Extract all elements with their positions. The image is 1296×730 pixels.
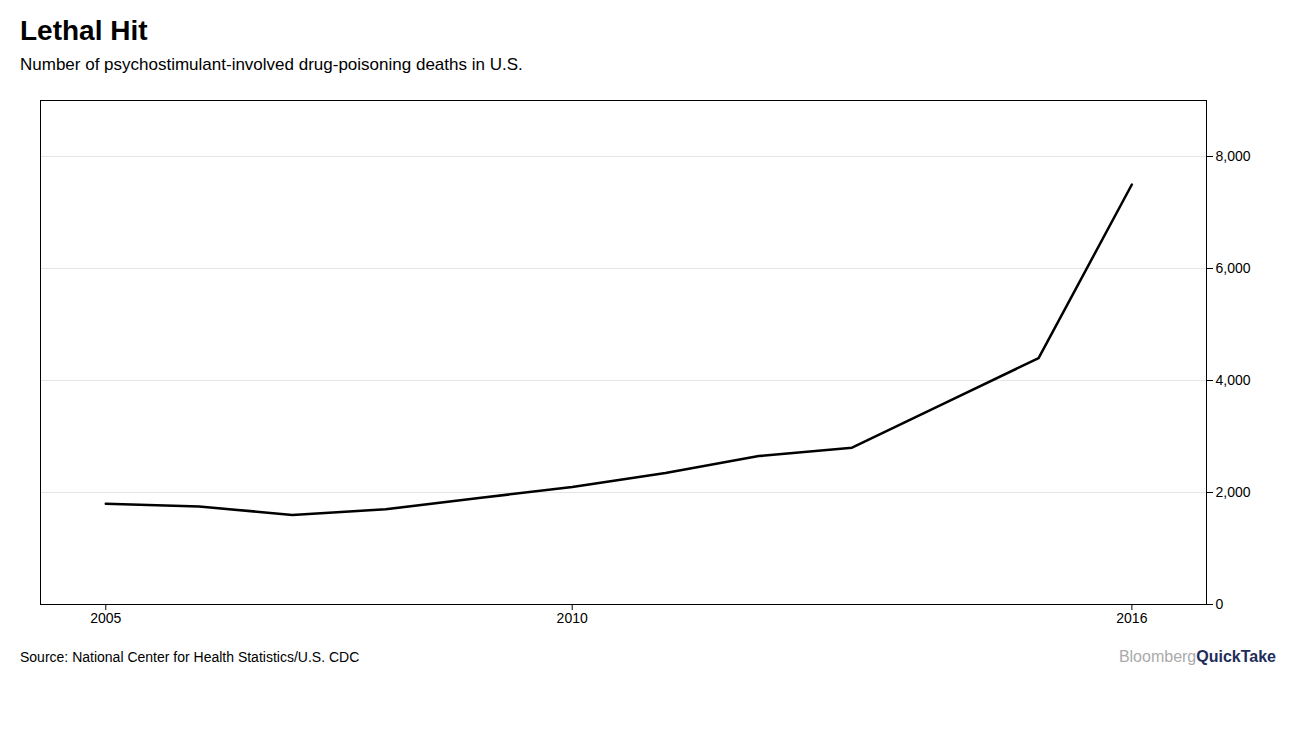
svg-text:8,000: 8,000	[1216, 148, 1251, 164]
svg-text:2016: 2016	[1116, 610, 1147, 626]
svg-text:0: 0	[1216, 596, 1224, 612]
html-text:Lethal Hit: Lethal Hit	[20, 15, 148, 46]
html-text:Bloomberg QuickTake: Bloomberg QuickTake	[1118, 648, 1276, 665]
svg-text:4,000: 4,000	[1216, 372, 1251, 388]
html-text:Number of psychostimulant-invo: Number of psychostimulant-involved drug-…	[20, 55, 523, 74]
html-text:Source: National Center for He: Source: National Center for Health Stati…	[20, 649, 360, 665]
svg-text:2010: 2010	[557, 610, 588, 626]
svg-text:2005: 2005	[90, 610, 121, 626]
svg-text:6,000: 6,000	[1216, 260, 1251, 276]
svg-text:2,000: 2,000	[1216, 484, 1251, 500]
